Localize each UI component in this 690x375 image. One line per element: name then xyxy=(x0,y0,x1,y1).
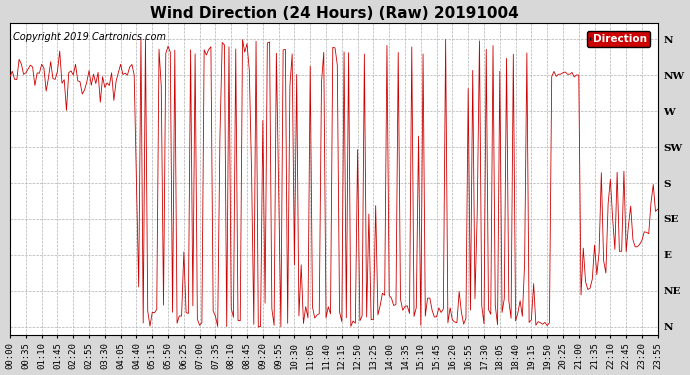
Legend: Direction: Direction xyxy=(587,31,650,47)
Title: Wind Direction (24 Hours) (Raw) 20191004: Wind Direction (24 Hours) (Raw) 20191004 xyxy=(150,6,518,21)
Text: Copyright 2019 Cartronics.com: Copyright 2019 Cartronics.com xyxy=(13,33,166,42)
